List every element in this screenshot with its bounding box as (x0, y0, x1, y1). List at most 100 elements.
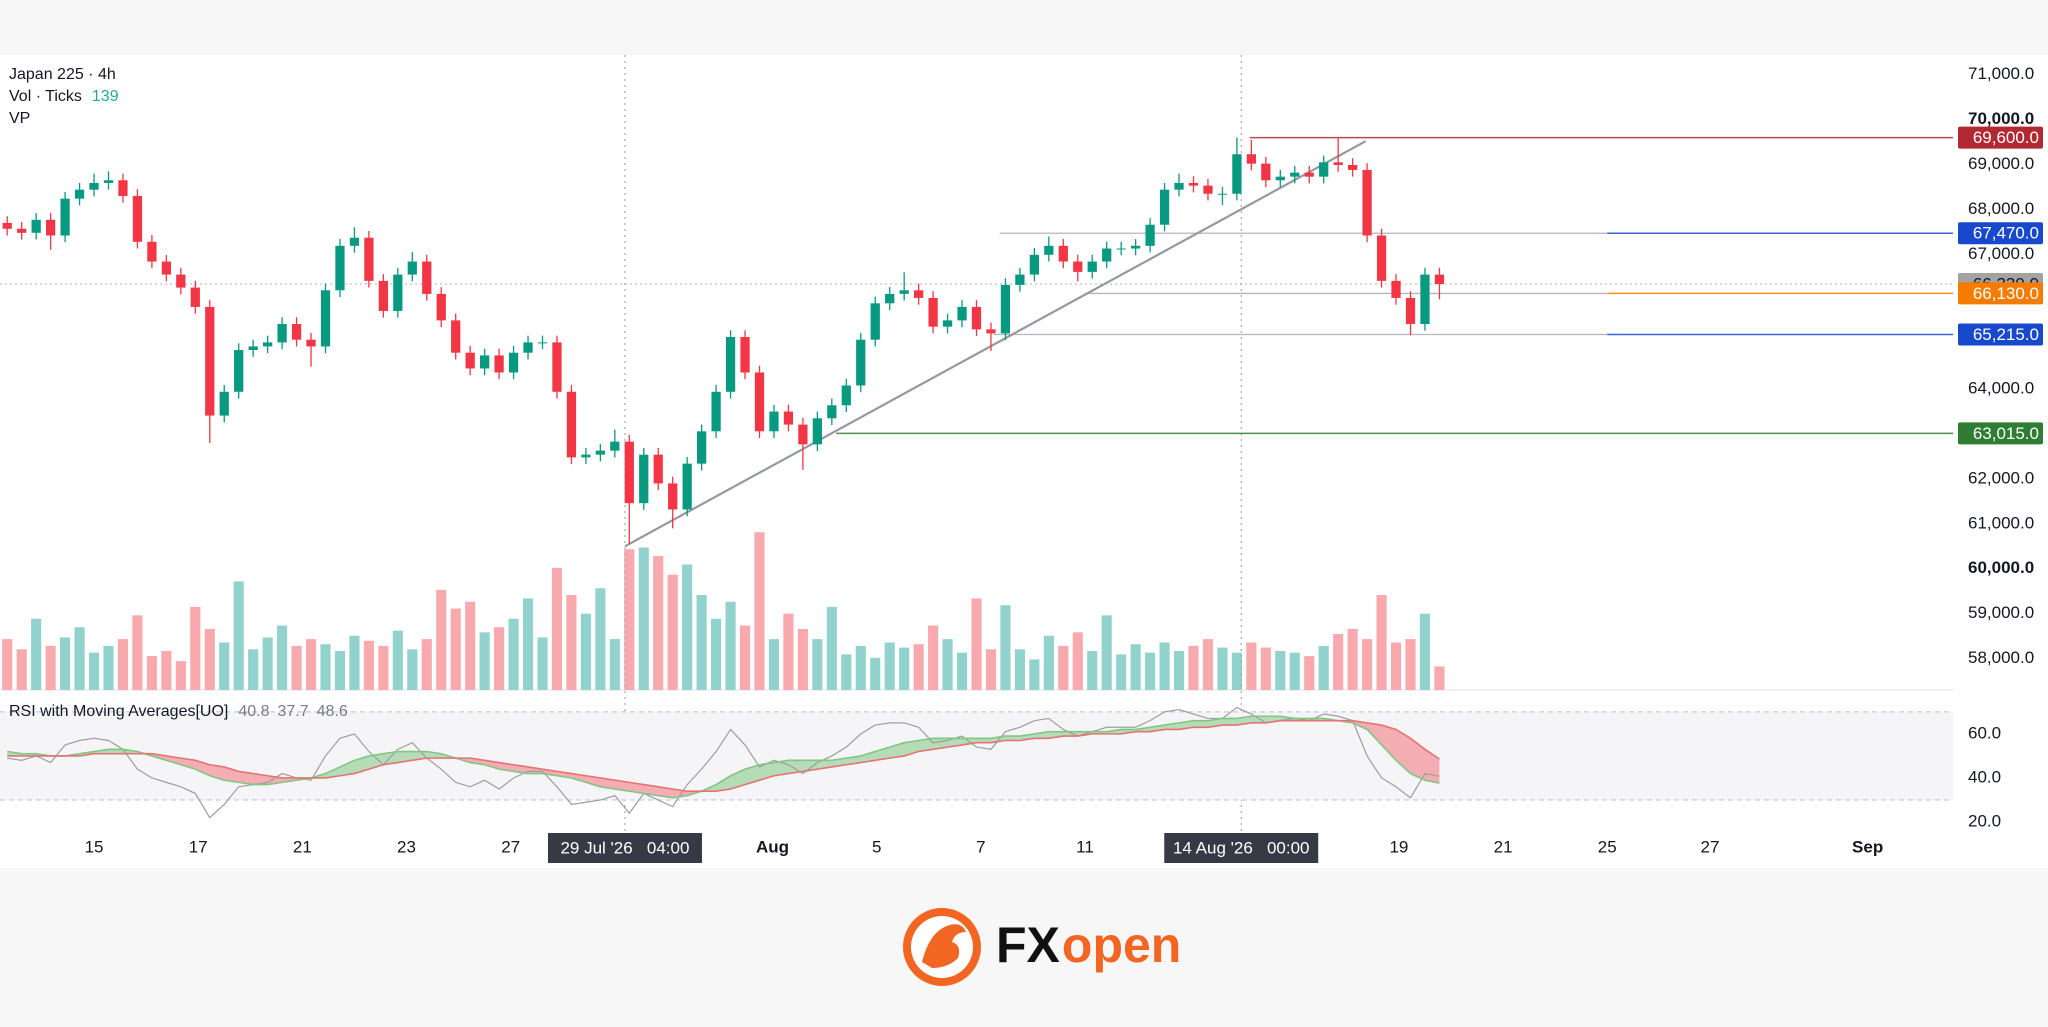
candle-body (219, 391, 229, 416)
candle-body (494, 355, 504, 373)
volume-bar (942, 639, 953, 690)
volume-bar (132, 615, 143, 690)
y-tick-label: 71,000.0 (1968, 64, 2034, 83)
y-tick-label: 58,000.0 (1968, 648, 2034, 667)
volume-bar (696, 595, 707, 690)
y-tick-label: 64,000.0 (1968, 379, 2034, 398)
volume-bar (624, 549, 635, 690)
volume-bar (421, 639, 432, 690)
volume-bar (277, 625, 288, 690)
candle-body (335, 245, 345, 291)
crosshair-label-box (1164, 833, 1319, 863)
volume-bar (1058, 645, 1069, 690)
volume-bar (580, 613, 591, 690)
volume-bar (913, 644, 924, 690)
ma-fill (875, 747, 890, 761)
rsi-line (7, 719, 1440, 792)
candle-body (205, 306, 215, 416)
brand-fx: FX (996, 917, 1060, 973)
ma-fill (918, 738, 934, 752)
volume-bar (754, 532, 765, 690)
candle-body (1102, 248, 1112, 262)
ma-fill (339, 760, 355, 776)
x-tick-label: 27 (501, 837, 520, 856)
candle-body (364, 237, 374, 281)
volume-bar (161, 650, 172, 690)
x-tick-label: 11 (1076, 837, 1094, 856)
footer (0, 868, 2048, 1027)
ma-fill (976, 738, 991, 743)
candle-body (1029, 254, 1039, 275)
volume-bar (1260, 647, 1271, 690)
volume-bar (1304, 656, 1315, 690)
candle-body (17, 228, 27, 233)
volume-bar (1434, 666, 1445, 690)
volume-bar (1188, 645, 1199, 690)
volume-bar (1362, 639, 1373, 690)
candle-body (1348, 164, 1358, 170)
volume-bar (1043, 635, 1054, 690)
volume-bar (16, 649, 27, 690)
volume-bar (1014, 649, 1025, 690)
volume-bar (334, 650, 346, 690)
ma-fill (802, 760, 818, 772)
y-tick-label: 68,000.0 (1968, 199, 2034, 218)
volume-bar (609, 639, 620, 690)
candle-body (1131, 245, 1141, 249)
volume-bar (31, 618, 42, 690)
volume-bar (797, 628, 808, 690)
volume-bar (566, 595, 577, 690)
volume-bar (1159, 642, 1170, 690)
candle-body (190, 287, 200, 307)
indicator-value: 37.7 (278, 703, 309, 720)
volume-bar (219, 642, 230, 690)
candle-body (1290, 172, 1300, 177)
rsi-tick-label: 40.0 (1968, 767, 2001, 786)
candle-body (769, 411, 779, 432)
volume-bar (508, 618, 519, 690)
volume-bar (1145, 652, 1156, 690)
candle-body (1015, 274, 1025, 285)
volume-bar (204, 628, 215, 690)
candle-body (1159, 189, 1170, 225)
ma-fill (860, 751, 876, 763)
volume-bar (1000, 605, 1011, 690)
volume-bar (638, 547, 649, 690)
candle-body (885, 293, 895, 304)
x-tick-label: 5 (872, 837, 881, 856)
x-tick-label: 25 (1598, 837, 1617, 856)
ma-fill (788, 760, 803, 774)
candle-body (827, 405, 837, 419)
candle-body (957, 306, 967, 321)
volume-bar (739, 625, 751, 690)
candle-body (812, 418, 822, 445)
candle-body (899, 290, 909, 294)
candle-body (783, 411, 794, 425)
candle-body (552, 342, 562, 392)
indicator-title: RSI with Moving Averages[UO] (9, 703, 228, 720)
ma-fill (716, 775, 731, 792)
volume-bar (971, 598, 982, 690)
candle-body (537, 342, 548, 344)
candle-body (697, 431, 707, 464)
ma-fill (354, 755, 369, 774)
candle-body (841, 385, 851, 406)
candle-body (1203, 185, 1213, 194)
candle-body (89, 182, 99, 190)
plot-layer: 71,000.0 70,000.0 69,000.0 68,000.0 67,000.0… (0, 55, 2043, 863)
volume-bar (1101, 615, 1112, 690)
price-label-box (1958, 422, 2043, 445)
brand-logo (903, 908, 981, 986)
candle-body (1391, 280, 1401, 298)
volume-bar (653, 555, 664, 690)
candle-body (610, 441, 620, 451)
indicator-value: 48.6 (317, 703, 348, 720)
candle-body (1145, 224, 1155, 246)
volume-bar (1318, 645, 1329, 690)
candle-body (682, 463, 692, 510)
candle-body (1261, 163, 1271, 181)
candle-body (1333, 162, 1343, 165)
volume-bar (711, 618, 722, 690)
volume-bar (320, 644, 331, 690)
